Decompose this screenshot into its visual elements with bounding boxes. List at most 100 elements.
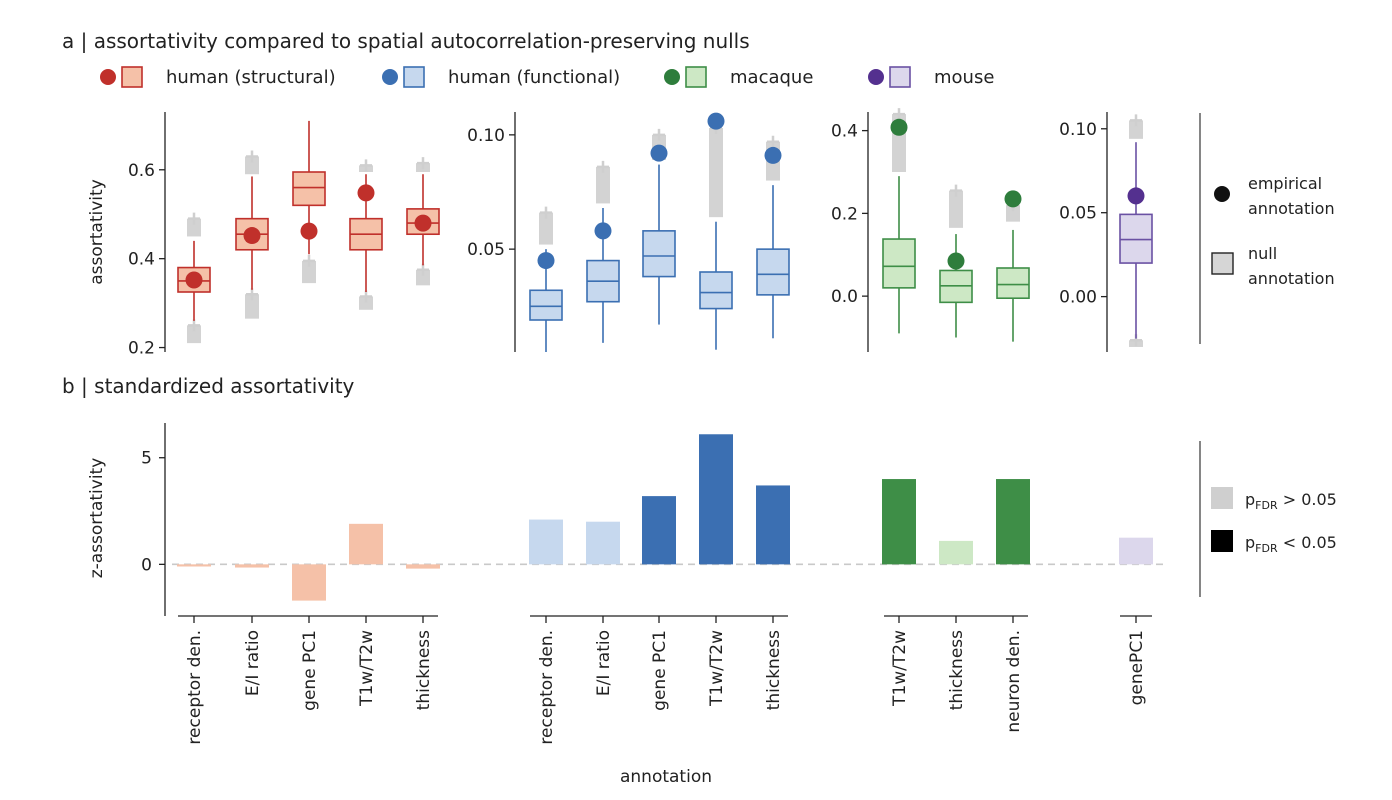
flier-plus <box>597 160 609 173</box>
y-tick-label: 0.05 <box>467 240 505 260</box>
y-tick-label: 0.10 <box>467 126 505 146</box>
ns-legend-p: p <box>1245 490 1255 509</box>
box-0 <box>882 108 916 334</box>
bar-6 <box>586 521 620 565</box>
bar-5 <box>529 519 563 565</box>
x-tick-label-2: gene PC1 <box>300 630 320 711</box>
empirical-dot <box>707 112 725 130</box>
legend-label-1: human (functional) <box>448 67 620 88</box>
iqr-box <box>642 230 676 278</box>
ns-legend-subscript: FDR <box>1255 499 1278 512</box>
y-tick-label: 0.05 <box>1059 204 1097 224</box>
iqr-box <box>292 171 326 207</box>
empirical-dot <box>594 222 612 240</box>
flier-cluster <box>245 294 259 319</box>
bar-1 <box>235 564 269 568</box>
subplot-2: 0.0 0.2 0.4 <box>831 108 1030 352</box>
x-tick-label-12: neuron den. <box>1004 630 1024 733</box>
y-tick-label: 0.4 <box>128 250 155 270</box>
y-tick-label: 0.4 <box>831 122 858 142</box>
x-tick-label-7: gene PC1 <box>650 630 670 711</box>
flier-cluster <box>187 218 201 237</box>
flier-plus <box>360 290 372 303</box>
x-tick-label-4: thickness <box>414 630 434 710</box>
legend-box-2 <box>685 66 707 88</box>
flier-cluster <box>949 190 963 228</box>
box-4 <box>756 135 790 339</box>
bar-4 <box>406 564 440 569</box>
box-3 <box>349 159 383 310</box>
bar-13 <box>1119 537 1153 565</box>
x-tick-label-5: receptor den. <box>537 630 557 745</box>
box-0 <box>1119 114 1153 347</box>
flier-cluster <box>245 156 259 175</box>
flier-cluster <box>596 166 610 204</box>
y-tick-label-b: 5 <box>141 449 152 469</box>
iqr-box <box>996 267 1030 300</box>
box-4 <box>406 157 440 286</box>
subplot-0: 0.2 0.4 0.6 <box>128 112 440 359</box>
legend-label-3: mouse <box>934 67 994 88</box>
y-axis-label-b: z-assortativity <box>87 458 107 579</box>
empirical-dot <box>1127 187 1145 205</box>
panel-b-title: b | standardized assortativity <box>62 374 355 398</box>
panel-b-bars: 0 5 receptor den. E/I ratio gene PC1 T1w/T2w t… <box>141 423 1165 745</box>
flier-plus <box>360 159 372 172</box>
iqr-box <box>882 238 916 289</box>
sig-legend-subscript: FDR <box>1255 542 1278 555</box>
x-tick-label-11: thickness <box>947 630 967 710</box>
iqr-box <box>529 289 563 321</box>
side-legend-a: empirical annotation null annotation <box>1199 113 1335 344</box>
legend-label-0: human (structural) <box>166 67 336 88</box>
flier-cluster <box>187 325 201 344</box>
legend-dot-0 <box>100 69 116 85</box>
panel-a-boxplots: 0.2 0.4 0.6 0.05 0.10 0.0 0.2 0.4 0.00 0.05 0.10 <box>128 108 1153 359</box>
bar-2 <box>292 564 326 601</box>
x-tick-label-3: T1w/T2w <box>357 630 377 707</box>
panel-a-title: a | assortativity compared to spatial au… <box>62 29 750 53</box>
empirical-legend-line2: annotation <box>1248 199 1335 218</box>
flier-cluster <box>302 260 316 284</box>
flier-plus <box>246 150 258 163</box>
null-legend-box <box>1211 252 1234 275</box>
empirical-dot <box>243 227 261 245</box>
box-0 <box>529 206 563 352</box>
empirical-dot <box>764 146 782 164</box>
x-axis-label: annotation <box>620 767 712 787</box>
iqr-box <box>1119 213 1153 264</box>
empirical-legend-line1: empirical <box>1248 174 1322 193</box>
flier-plus <box>653 128 665 141</box>
x-tick-label-0: receptor den. <box>185 630 205 745</box>
flier-plus <box>540 206 552 219</box>
null-legend-line1: null <box>1248 244 1277 263</box>
bar-8 <box>699 434 733 565</box>
y-axis-label-a: assortativity <box>87 179 107 285</box>
iqr-box <box>699 271 733 310</box>
bar-7 <box>642 496 676 565</box>
y-tick-label: 0.2 <box>831 204 858 224</box>
null-legend-line2: annotation <box>1248 269 1335 288</box>
flier-plus <box>417 157 429 170</box>
y-tick-label: 0.2 <box>128 339 155 359</box>
y-tick-label: 0.6 <box>128 161 155 181</box>
x-tick-label-8: T1w/T2w <box>707 630 727 707</box>
flier-plus <box>188 319 200 332</box>
legend-dot-2 <box>664 69 680 85</box>
box-2 <box>996 190 1030 342</box>
flier-cluster <box>416 269 430 286</box>
sig-legend-label: pFDR < 0.05 <box>1245 533 1337 555</box>
sig-legend-p: p <box>1245 533 1255 552</box>
flier-cluster <box>1129 120 1143 139</box>
ns-legend-swatch <box>1211 487 1233 509</box>
flier-cluster <box>709 128 723 218</box>
empirical-dot <box>300 222 318 240</box>
x-tick-label-10: T1w/T2w <box>890 630 910 707</box>
legend-box-0 <box>121 66 143 88</box>
iqr-box <box>756 248 790 296</box>
flier-cluster <box>539 212 553 245</box>
legend-dot-1 <box>382 69 398 85</box>
flier-plus <box>246 288 258 301</box>
subplot-1: 0.05 0.10 <box>467 112 790 352</box>
bar-10 <box>882 479 916 565</box>
